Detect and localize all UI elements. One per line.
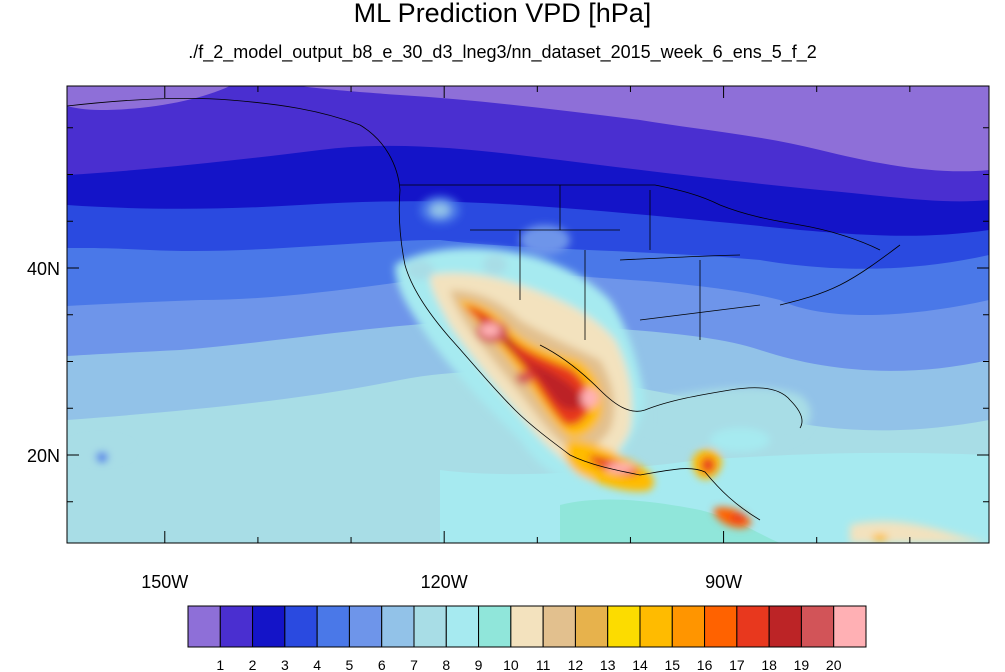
colorbar-swatch (768, 605, 802, 648)
colorbar: 1 2 3 4 5 6 7 8 9 10 11 12 13 14 15 16 17 18 19 20 (187, 605, 867, 672)
colorbar-label: 1 (216, 657, 224, 672)
colorbar-label: 19 (794, 657, 810, 672)
colorbar-label: 6 (378, 657, 386, 672)
colorbar-label: 5 (346, 657, 354, 672)
colorbar-label: 18 (761, 657, 777, 672)
colorbar-swatch (833, 605, 867, 648)
colorbar-label: 16 (697, 657, 713, 672)
colorbar-swatch (284, 605, 318, 648)
coastlines (67, 98, 901, 521)
colorbar-label: 13 (600, 657, 616, 672)
colorbar-swatch (187, 605, 221, 648)
colorbar-swatch (445, 605, 480, 648)
colorbar-swatch (316, 605, 350, 648)
colorbar-label: 4 (313, 657, 321, 672)
colorbar-label: 20 (826, 657, 842, 672)
colorbar-swatch (574, 605, 609, 648)
lon-tick-label: 120W (421, 572, 468, 592)
colorbar-swatch (639, 605, 673, 648)
colorbar-label: 7 (410, 657, 418, 672)
colorbar-swatch (671, 605, 706, 648)
lat-tick-label: 20N (27, 446, 60, 466)
colorbar-label: 2 (249, 657, 257, 672)
colorbar-label: 17 (729, 657, 745, 672)
colorbar-swatch (219, 605, 254, 648)
colorbar-swatch (607, 605, 641, 648)
colorbar-swatch (510, 605, 544, 648)
colorbar-label: 12 (568, 657, 584, 672)
colorbar-swatch (478, 605, 512, 648)
map-title: ML Prediction VPD [hPa] (353, 0, 652, 28)
axis-ticks (67, 86, 989, 543)
lon-tick-label: 90W (705, 572, 742, 592)
colorbar-label: 14 (632, 657, 648, 672)
colorbar-swatch (704, 605, 738, 648)
colorbar-label: 8 (442, 657, 450, 672)
lat-tick-label: 40N (27, 259, 60, 279)
colorbar-label: 9 (475, 657, 483, 672)
lon-tick-label: 150W (141, 572, 188, 592)
colorbar-label: 11 (536, 657, 551, 672)
colorbar-label: 3 (281, 657, 289, 672)
colorbar-swatch (252, 605, 286, 648)
band-0 (300, 86, 989, 172)
colorbar-swatch (413, 605, 447, 648)
colorbar-swatch (381, 605, 415, 648)
colorbar-label: 10 (503, 657, 519, 672)
axis-tick-labels: 150W 120W 90W 40N 20N (27, 259, 742, 592)
colorbar-swatch (542, 605, 576, 648)
vpd-field (67, 86, 989, 543)
colorbar-swatch (800, 605, 835, 648)
map-subtitle: ./f_2_model_output_b8_e_30_d3_lneg3/nn_d… (188, 42, 817, 62)
colorbar-label: 15 (664, 657, 680, 672)
colorbar-swatch (736, 605, 770, 648)
colorbar-swatch (348, 605, 383, 648)
